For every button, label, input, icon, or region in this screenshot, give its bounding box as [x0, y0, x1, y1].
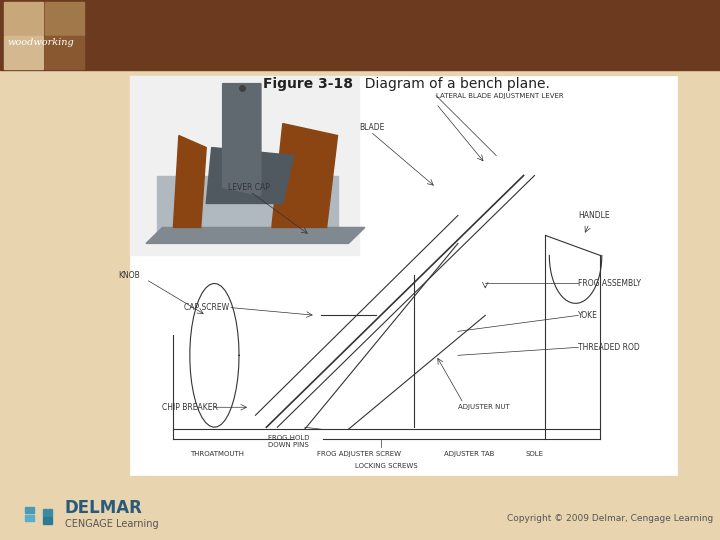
Bar	[43, 509, 52, 516]
Polygon shape	[174, 136, 206, 227]
Text: Copyright © 2009 Delmar, Cengage Learning: Copyright © 2009 Delmar, Cengage Learnin…	[507, 514, 713, 523]
Text: DELMAR: DELMAR	[65, 498, 143, 517]
Bar	[174, 429, 600, 443]
Bar	[25, 515, 34, 521]
Text: LEVER CAP: LEVER CAP	[228, 183, 270, 192]
Polygon shape	[157, 176, 338, 235]
Text: KNOB: KNOB	[119, 271, 140, 280]
Bar	[4, 36, 43, 69]
Text: THROATMOUTH: THROATMOUTH	[190, 451, 244, 457]
Bar	[45, 36, 84, 69]
Text: HANDLE: HANDLE	[578, 211, 610, 220]
Text: CHIP BREAKER: CHIP BREAKER	[163, 403, 218, 412]
Text: YOKE: YOKE	[578, 311, 598, 320]
Polygon shape	[272, 124, 338, 227]
Text: ADJUSTER TAB: ADJUSTER TAB	[444, 451, 494, 457]
Text: SOLE: SOLE	[526, 451, 544, 457]
Text: Figure 3-18: Figure 3-18	[263, 77, 353, 91]
Polygon shape	[222, 84, 261, 195]
Text: FROG HOLD
DOWN PINS: FROG HOLD DOWN PINS	[268, 435, 309, 448]
Polygon shape	[206, 147, 294, 204]
Text: FROG ASSEMBLY: FROG ASSEMBLY	[578, 279, 642, 288]
Bar	[45, 2, 84, 35]
Bar	[4, 2, 43, 35]
Polygon shape	[146, 227, 365, 244]
Text: THREADED ROD: THREADED ROD	[578, 343, 640, 352]
Text: ADJUSTER NUT: ADJUSTER NUT	[458, 404, 510, 410]
Text: FROG ADJUSTER SCREW: FROG ADJUSTER SCREW	[318, 451, 402, 457]
Text: CENGAGE Learning: CENGAGE Learning	[65, 519, 158, 529]
Text: LOCKING SCREWS: LOCKING SCREWS	[356, 463, 418, 469]
Bar	[0, 0, 720, 70]
Text: CAP SCREW: CAP SCREW	[184, 303, 230, 312]
Bar	[43, 517, 52, 524]
Bar	[130, 76, 677, 475]
Bar	[130, 76, 359, 255]
Text: Diagram of a bench plane.: Diagram of a bench plane.	[356, 77, 550, 91]
Bar	[370, 341, 436, 367]
Text: BLADE: BLADE	[359, 123, 384, 132]
Text: woodworking: woodworking	[7, 38, 74, 47]
Bar	[25, 507, 34, 513]
Text: LATERAL BLADE ADJUSTMENT LEVER: LATERAL BLADE ADJUSTMENT LEVER	[436, 92, 564, 99]
